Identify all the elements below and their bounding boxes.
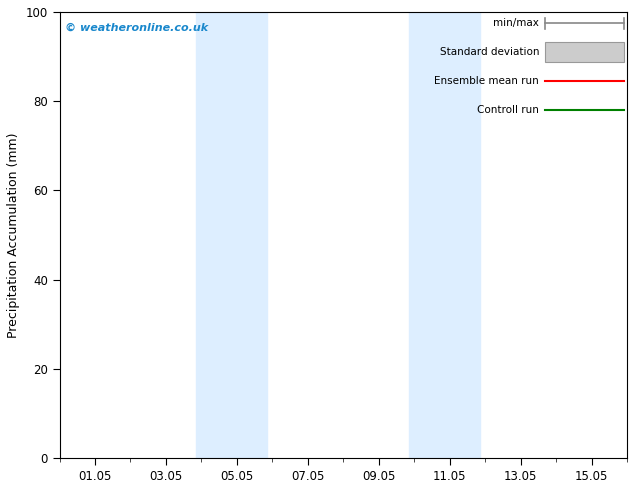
Text: © weatheronline.co.uk: © weatheronline.co.uk <box>65 23 209 33</box>
Y-axis label: Precipitation Accumulation (mm): Precipitation Accumulation (mm) <box>7 132 20 338</box>
Bar <box>409 12 480 458</box>
Bar <box>545 42 624 62</box>
Text: Ensemble mean run: Ensemble mean run <box>434 76 539 86</box>
Text: min/max: min/max <box>493 18 539 28</box>
Title: ENS Time Series Norwich Weather Centre      Mo. 29.04.2024 11 UTC: ENS Time Series Norwich Weather Centre M… <box>0 489 1 490</box>
Text: Controll run: Controll run <box>477 105 539 115</box>
Bar <box>196 12 267 458</box>
Text: Standard deviation: Standard deviation <box>439 47 539 57</box>
